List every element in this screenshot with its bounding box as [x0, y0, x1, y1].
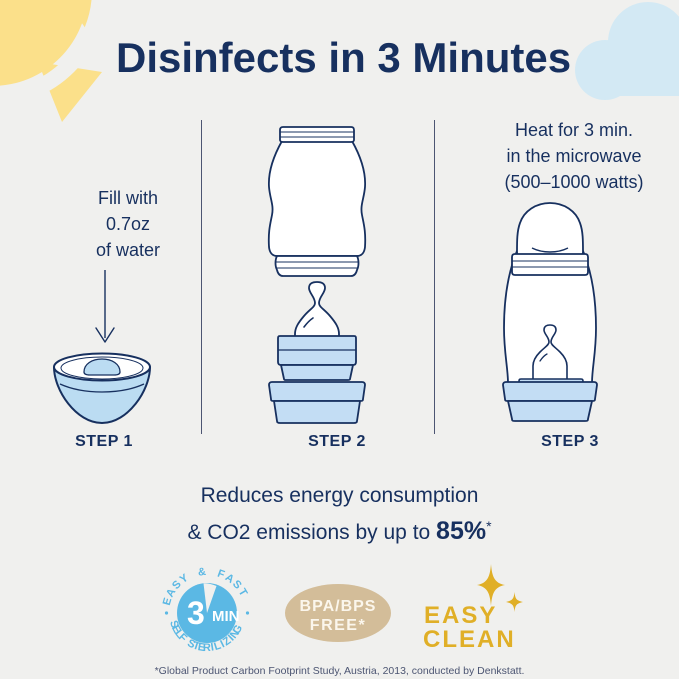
svg-text:FREE*: FREE*: [310, 617, 366, 634]
svg-text:EASY: EASY: [424, 602, 497, 629]
svg-text:MIN: MIN: [212, 608, 240, 625]
svg-text:3: 3: [187, 595, 205, 631]
svg-text:BPA/BPS: BPA/BPS: [300, 598, 377, 615]
svg-text:&: &: [197, 566, 206, 579]
svg-text:CLEAN: CLEAN: [423, 626, 516, 652]
